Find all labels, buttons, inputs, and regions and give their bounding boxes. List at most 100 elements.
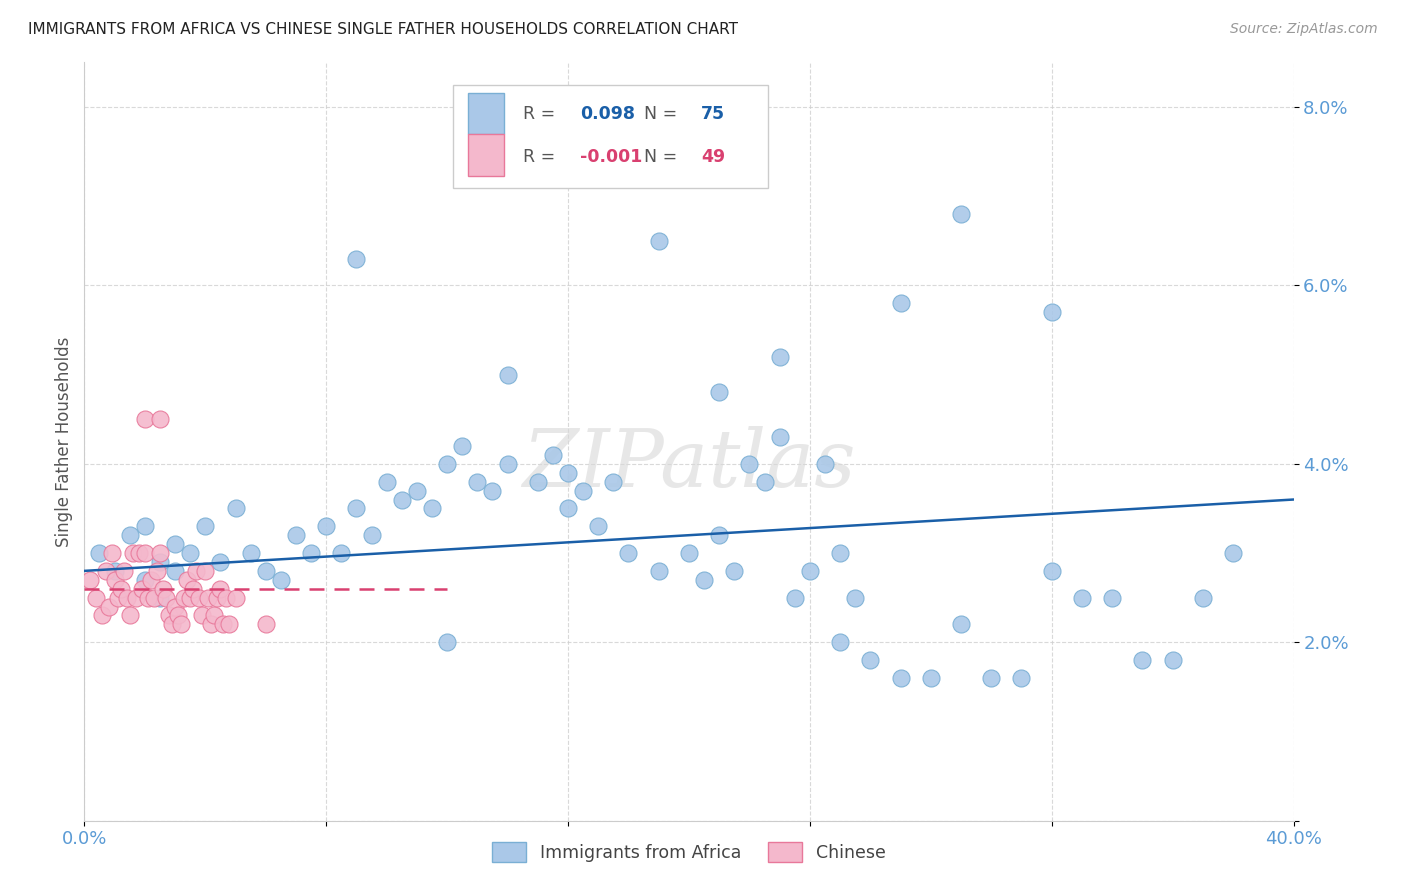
Point [165, 537, 187, 551]
Point [149, 412, 172, 426]
Point [107, 591, 129, 605]
Point [890, 671, 912, 685]
Point [104, 564, 127, 578]
Point [814, 457, 837, 471]
Point [118, 528, 141, 542]
Point [375, 475, 398, 489]
Text: R =: R = [523, 105, 561, 123]
Point [160, 617, 183, 632]
Point [115, 591, 138, 605]
Point [142, 591, 165, 605]
Text: 75: 75 [702, 105, 725, 123]
Point [121, 546, 143, 560]
Point [212, 617, 235, 632]
Point [173, 591, 195, 605]
Point [602, 475, 624, 489]
Point [557, 466, 579, 480]
Point [588, 519, 610, 533]
Point [181, 582, 204, 596]
Point [451, 439, 474, 453]
Point [146, 564, 169, 578]
Point [79, 573, 101, 587]
Point [1011, 671, 1033, 685]
Point [693, 573, 716, 587]
Point [134, 519, 156, 533]
Text: N =: N = [644, 105, 683, 123]
Point [179, 591, 201, 605]
Point [152, 582, 174, 596]
Point [1040, 564, 1063, 578]
Point [541, 448, 564, 462]
Point [176, 573, 198, 587]
Point [496, 457, 519, 471]
Point [481, 483, 503, 498]
Point [125, 591, 148, 605]
Point [920, 671, 942, 685]
Point [218, 617, 240, 632]
Point [134, 573, 156, 587]
Point [104, 573, 127, 587]
Point [950, 617, 973, 632]
Point [97, 599, 120, 614]
Y-axis label: Single Father Households: Single Father Households [55, 336, 73, 547]
Text: N =: N = [644, 148, 683, 166]
Point [346, 501, 368, 516]
Point [112, 564, 135, 578]
Legend: Immigrants from Africa, Chinese: Immigrants from Africa, Chinese [485, 835, 893, 869]
Point [254, 617, 277, 632]
Point [648, 564, 671, 578]
Point [254, 564, 277, 578]
Point [186, 564, 208, 578]
Point [330, 546, 353, 560]
Point [100, 546, 122, 560]
Point [149, 555, 172, 569]
Point [165, 599, 187, 614]
Point [188, 591, 211, 605]
Point [215, 591, 238, 605]
Text: IMMIGRANTS FROM AFRICA VS CHINESE SINGLE FATHER HOUSEHOLDS CORRELATION CHART: IMMIGRANTS FROM AFRICA VS CHINESE SINGLE… [28, 22, 738, 37]
Point [709, 528, 731, 542]
Point [170, 617, 193, 632]
Point [420, 501, 443, 516]
Point [149, 546, 172, 560]
Point [118, 608, 141, 623]
Point [738, 457, 761, 471]
Point [709, 385, 731, 400]
Point [572, 483, 595, 498]
Point [723, 564, 745, 578]
Point [844, 591, 866, 605]
Point [1040, 305, 1063, 319]
Point [1130, 653, 1153, 667]
Text: Source: ZipAtlas.com: Source: ZipAtlas.com [1230, 22, 1378, 37]
Point [202, 608, 225, 623]
Point [980, 671, 1002, 685]
Point [86, 591, 108, 605]
Point [209, 582, 232, 596]
Point [200, 617, 222, 632]
Point [110, 582, 132, 596]
Point [391, 492, 413, 507]
Point [648, 234, 671, 248]
Point [209, 555, 232, 569]
Point [167, 608, 190, 623]
FancyBboxPatch shape [453, 85, 768, 187]
Point [155, 591, 177, 605]
Point [165, 564, 187, 578]
Point [467, 475, 489, 489]
Point [225, 501, 247, 516]
Point [134, 546, 156, 560]
Point [406, 483, 429, 498]
Point [285, 528, 308, 542]
Point [496, 368, 519, 382]
Point [1222, 546, 1244, 560]
Point [315, 519, 337, 533]
Point [1101, 591, 1123, 605]
Point [950, 207, 973, 221]
Point [270, 573, 292, 587]
Point [783, 591, 806, 605]
Point [436, 635, 458, 649]
Point [527, 475, 550, 489]
Point [89, 546, 111, 560]
Point [617, 546, 640, 560]
Point [830, 546, 852, 560]
